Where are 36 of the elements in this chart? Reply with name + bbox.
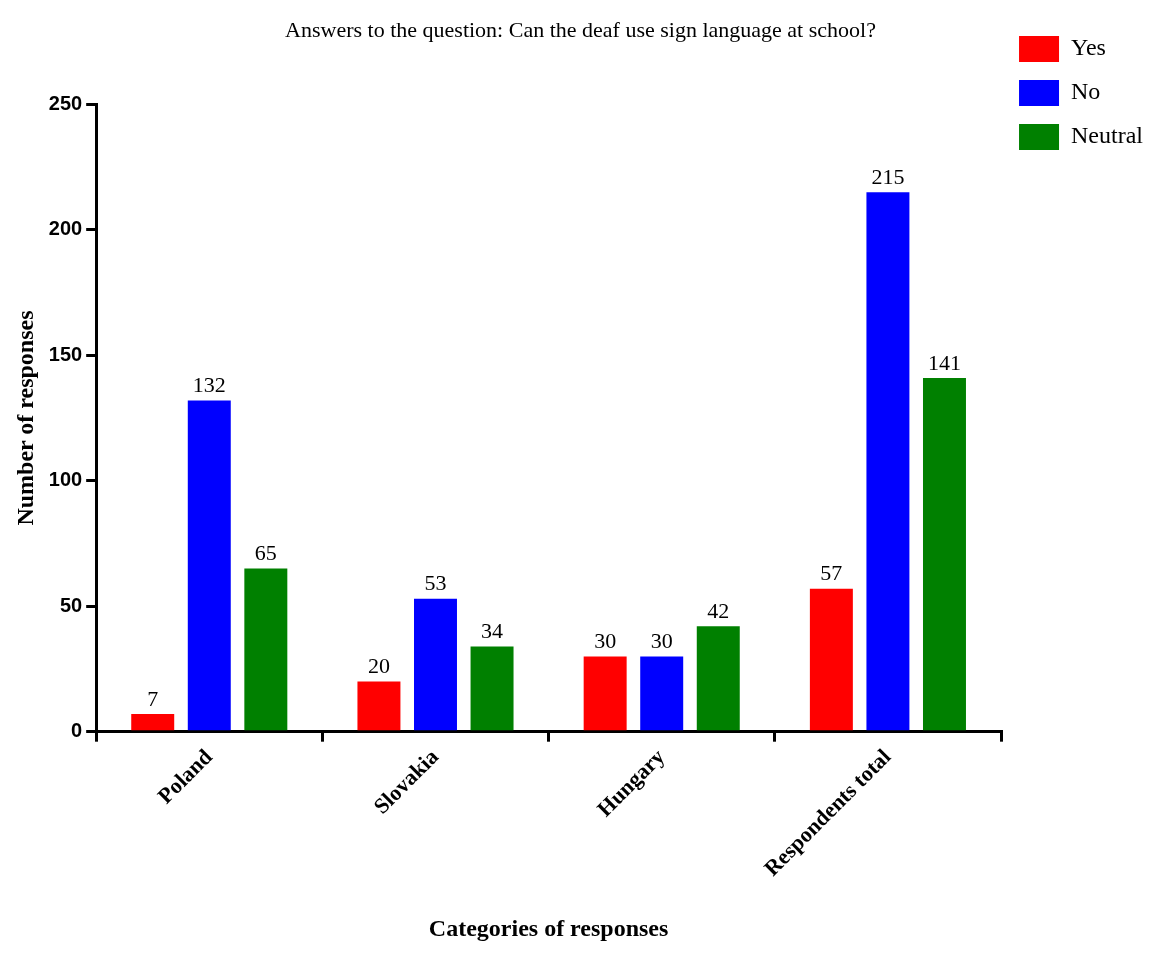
data-label: 20 xyxy=(367,653,390,679)
data-label: 30 xyxy=(650,628,673,654)
y-tick-label: 250 xyxy=(48,91,83,114)
data-label: 215 xyxy=(871,164,905,189)
data-label: 34 xyxy=(481,618,504,644)
legend-label: No xyxy=(1071,78,1101,105)
bar xyxy=(244,568,288,731)
y-tick-label: 150 xyxy=(48,342,83,365)
y-axis-title: Number of responses xyxy=(11,310,38,526)
bar xyxy=(187,400,231,731)
data-label: 57 xyxy=(820,560,843,586)
bar xyxy=(131,714,175,731)
data-label: 42 xyxy=(707,598,730,624)
bar xyxy=(922,377,966,731)
legend-label: Neutral xyxy=(1071,122,1144,149)
bar xyxy=(357,681,401,731)
y-tick-label: 100 xyxy=(48,468,83,491)
data-label: 7 xyxy=(147,685,159,711)
legend-label: Yes xyxy=(1071,34,1106,61)
x-axis-title: Categories of responses xyxy=(428,914,669,941)
bar xyxy=(809,588,853,731)
bar xyxy=(696,626,740,731)
bar xyxy=(640,656,684,731)
bar xyxy=(470,646,514,731)
bar xyxy=(583,656,627,731)
y-tick-label: 50 xyxy=(59,593,83,616)
data-label: 132 xyxy=(192,372,226,398)
chart-title: Answers to the question: Can the deaf use sign language at school? xyxy=(285,16,876,42)
y-tick-label: 200 xyxy=(48,217,83,240)
data-label: 65 xyxy=(254,540,277,566)
data-label: 141 xyxy=(927,349,961,375)
bar xyxy=(414,598,457,731)
data-label: 53 xyxy=(424,570,447,596)
y-tick-label: 0 xyxy=(71,719,83,742)
data-label: 30 xyxy=(594,628,617,654)
bar xyxy=(866,192,910,731)
